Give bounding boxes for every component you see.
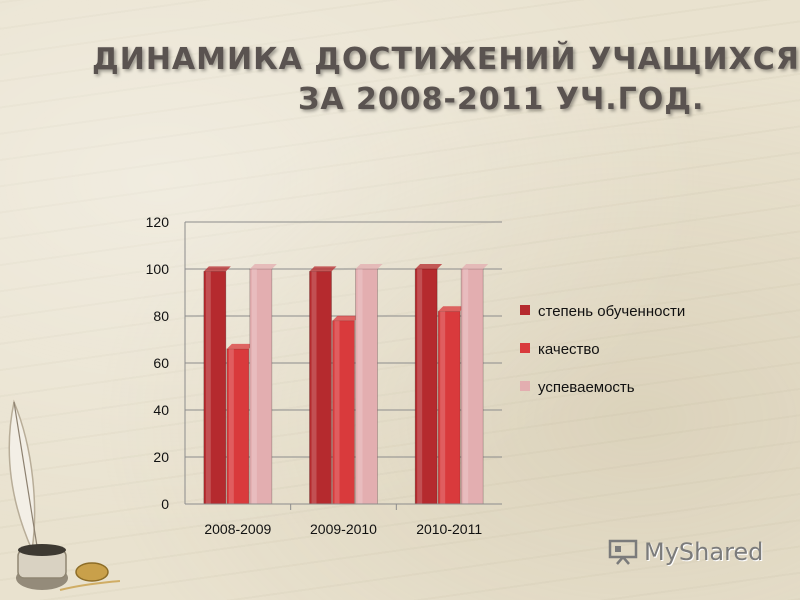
chart-legend: степень обученности качество успеваемост… <box>520 300 690 414</box>
title-line-1: ДИНАМИКА ДОСТИЖЕНИЙ УЧАЩИХСЯ <box>92 42 800 77</box>
bar-highlight <box>334 320 340 504</box>
bar-top <box>226 343 254 349</box>
watermark-text: MyShared <box>644 538 764 566</box>
y-tick-label: 60 <box>153 355 169 371</box>
bar-highlight <box>463 269 469 504</box>
y-tick-label: 40 <box>153 402 169 418</box>
y-tick-label: 120 <box>146 214 170 230</box>
bar-highlight <box>205 271 211 504</box>
bar-top <box>415 264 443 269</box>
x-tick-label: 2010-2011 <box>416 521 482 537</box>
y-tick-label: 0 <box>161 496 169 512</box>
legend-item-series-2: качество <box>520 338 690 362</box>
bar-highlight <box>251 269 257 504</box>
legend-item-series-3: успеваемость <box>520 376 690 400</box>
legend-swatch-series-3 <box>520 381 530 391</box>
y-tick-label: 100 <box>146 261 170 277</box>
legend-label-series-1: степень обученности <box>538 303 686 320</box>
bar-top <box>461 264 489 269</box>
bar-highlight <box>357 269 363 504</box>
legend-swatch-series-2 <box>520 343 530 353</box>
legend-swatch-series-1 <box>520 305 530 315</box>
watermark-logo: MyShared <box>608 538 763 566</box>
x-tick-label: 2008-2009 <box>204 521 271 537</box>
y-tick-label: 20 <box>153 449 169 465</box>
bar-top <box>355 264 383 269</box>
x-tick-label: 2009-2010 <box>310 521 377 537</box>
bar-highlight <box>228 348 234 504</box>
title-line-2: ЗА 2008-2011 УЧ.ГОД. <box>298 82 705 117</box>
bar-top <box>332 315 360 321</box>
bar-top <box>309 266 337 272</box>
presentation-board-icon <box>608 539 638 565</box>
bar-highlight <box>417 269 423 504</box>
bar-top <box>249 264 277 269</box>
y-tick-label: 80 <box>153 308 169 324</box>
legend-label-series-2: качество <box>538 341 600 358</box>
legend-item-series-1: степень обученности <box>520 300 690 324</box>
bar-top <box>203 266 231 272</box>
bar-top <box>438 306 466 312</box>
quill-inkwell-icon <box>8 399 120 591</box>
legend-label-series-3: успеваемость <box>538 379 635 396</box>
bar-highlight <box>440 311 446 504</box>
bar-highlight <box>311 271 317 504</box>
